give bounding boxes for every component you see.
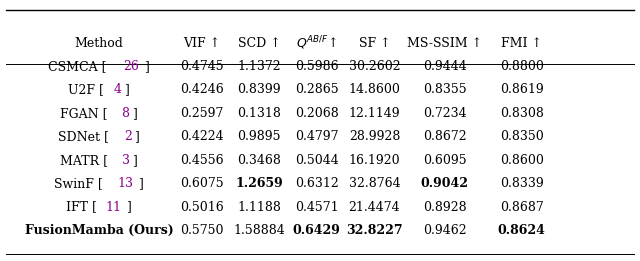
Text: 0.4571: 0.4571 [295,201,339,213]
Text: 0.4246: 0.4246 [180,84,223,97]
Text: 0.6312: 0.6312 [295,177,339,190]
Text: 0.8355: 0.8355 [423,84,467,97]
Text: 0.9462: 0.9462 [423,224,467,237]
Text: SwinF [13]: SwinF [13] [29,177,99,190]
Text: 13: 13 [117,177,133,190]
Text: Method: Method [75,37,124,50]
Text: ]: ] [138,177,143,190]
Text: FusionMamba (Ours): FusionMamba (Ours) [25,224,173,237]
Text: 16.1920: 16.1920 [349,154,400,167]
Text: 0.4224: 0.4224 [180,130,223,143]
Text: ]: ] [134,130,139,143]
Text: MS-SSIM ↑: MS-SSIM ↑ [407,37,483,50]
Text: 0.8308: 0.8308 [500,107,543,120]
Text: 0.7234: 0.7234 [423,107,467,120]
Text: 0.8399: 0.8399 [237,84,281,97]
Text: 0.8600: 0.8600 [500,154,543,167]
Text: 8: 8 [122,107,129,120]
Text: 0.4745: 0.4745 [180,60,223,73]
Text: SF ↑: SF ↑ [358,37,390,50]
Text: 0.6429: 0.6429 [293,224,340,237]
Text: VIF ↑: VIF ↑ [183,37,220,50]
Text: ]: ] [126,201,131,213]
Text: 32.8764: 32.8764 [349,177,400,190]
Text: IFT [11]: IFT [11] [47,201,99,213]
Text: FGAN [8]: FGAN [8] [39,107,99,120]
Text: 30.2602: 30.2602 [349,60,400,73]
Text: 0.5750: 0.5750 [180,224,223,237]
Text: U2F [: U2F [ [68,84,104,97]
Text: ]: ] [132,107,137,120]
Text: CSMCA [26]: CSMCA [26] [20,60,99,73]
Text: SCD ↑: SCD ↑ [238,37,280,50]
Text: 1.1372: 1.1372 [237,60,281,73]
Text: $Q^{AB/F}$↑: $Q^{AB/F}$↑ [296,34,337,52]
Text: 0.6075: 0.6075 [180,177,223,190]
Text: 0.8672: 0.8672 [423,130,467,143]
Text: 0.2068: 0.2068 [295,107,339,120]
Text: SDNet [: SDNet [ [58,130,109,143]
Text: IFT [: IFT [ [66,201,97,213]
Text: SDNet [2]: SDNet [2] [36,130,99,143]
Text: 0.1318: 0.1318 [237,107,281,120]
Text: 0.6095: 0.6095 [423,154,467,167]
Text: 1.1188: 1.1188 [237,201,281,213]
Text: 0.8339: 0.8339 [500,177,543,190]
Text: 28.9928: 28.9928 [349,130,400,143]
Text: 0.5044: 0.5044 [295,154,339,167]
Text: 0.2597: 0.2597 [180,107,223,120]
Text: 3: 3 [122,154,130,167]
Text: 0.9042: 0.9042 [421,177,468,190]
Text: 0.5986: 0.5986 [295,60,339,73]
Text: 14.8600: 14.8600 [348,84,401,97]
Text: ]: ] [124,84,129,97]
Text: 0.8800: 0.8800 [500,60,543,73]
Text: 0.9895: 0.9895 [237,130,281,143]
Text: 12.1149: 12.1149 [349,107,400,120]
Text: CSMCA [: CSMCA [ [48,60,107,73]
Text: 4: 4 [114,84,122,97]
Text: 11: 11 [106,201,122,213]
Text: 0.4556: 0.4556 [180,154,223,167]
Text: 0.4797: 0.4797 [295,130,339,143]
Text: 0.8624: 0.8624 [498,224,545,237]
Text: 32.8227: 32.8227 [346,224,403,237]
Text: 2: 2 [124,130,132,143]
Text: 1.2659: 1.2659 [236,177,283,190]
Text: 0.9444: 0.9444 [423,60,467,73]
Text: SwinF [: SwinF [ [54,177,103,190]
Text: 21.4474: 21.4474 [349,201,400,213]
Text: 0.8350: 0.8350 [500,130,543,143]
Text: 1.58884: 1.58884 [234,224,285,237]
Text: ]: ] [144,60,149,73]
Text: U2F [4]: U2F [4] [51,84,99,97]
Text: 0.5016: 0.5016 [180,201,223,213]
Text: 0.8928: 0.8928 [423,201,467,213]
Text: ]: ] [132,154,137,167]
Text: FMI ↑: FMI ↑ [501,37,542,50]
Text: MATR [: MATR [ [60,154,108,167]
Text: 0.8619: 0.8619 [500,84,543,97]
Text: 0.3468: 0.3468 [237,154,281,167]
Text: 0.8687: 0.8687 [500,201,543,213]
Text: 0.2865: 0.2865 [295,84,339,97]
Text: FGAN [: FGAN [ [60,107,108,120]
Text: MATR [3]: MATR [3] [38,154,99,167]
Text: 26: 26 [124,60,140,73]
